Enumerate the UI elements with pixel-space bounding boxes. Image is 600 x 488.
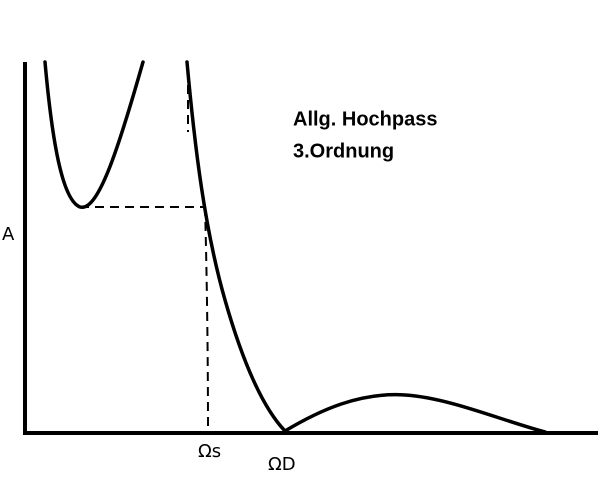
omega-d-label: ΩD [268, 454, 296, 475]
dashed-stopband-line [204, 206, 209, 434]
curve-left-branch [43, 60, 145, 209]
y-axis-label: A [2, 224, 15, 245]
title-line-2: 3.Ordnung [293, 140, 394, 162]
title-line-1: Allg. Hochpass [293, 108, 437, 130]
omega-s-label: Ωs [198, 441, 221, 462]
